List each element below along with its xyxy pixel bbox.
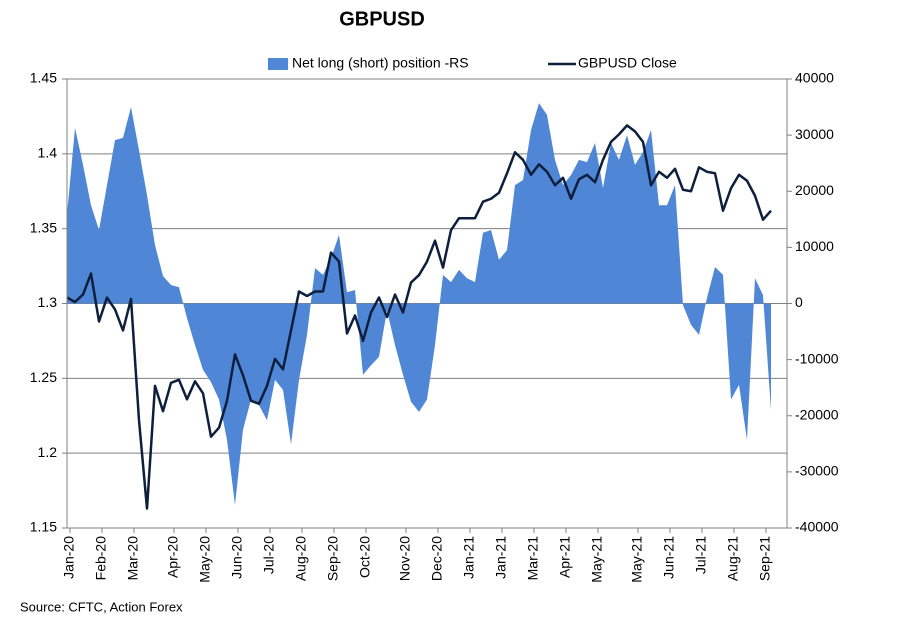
x-tick-label: May-21 — [629, 536, 645, 583]
x-tick-label: Mar-20 — [125, 536, 141, 581]
y2-tick-label: 10000 — [795, 238, 834, 254]
y-tick-label: 1.35 — [30, 219, 57, 235]
y2-tick-label: -20000 — [795, 406, 839, 422]
source-note: Source: CFTC, Action Forex — [20, 599, 183, 614]
y2-tick-label: 0 — [795, 294, 803, 310]
y-tick-label: 1.15 — [30, 519, 57, 535]
y-tick-label: 1.25 — [30, 369, 57, 385]
x-tick-label: Aug-21 — [725, 536, 741, 581]
y2-tick-label: 20000 — [795, 182, 834, 198]
x-tick-label: Jun-21 — [661, 536, 677, 579]
x-tick-label: May-20 — [197, 536, 213, 583]
y-tick-label: 1.4 — [38, 145, 58, 161]
legend-label: Net long (short) position -RS — [292, 55, 469, 71]
x-tick-label: Dec-20 — [429, 536, 445, 581]
legend-swatch — [268, 58, 288, 70]
x-tick-label: Sep-21 — [757, 536, 773, 581]
x-tick-label: Oct-20 — [357, 536, 373, 578]
x-tick-label: Jun-20 — [229, 536, 245, 579]
x-tick-label: Sep-20 — [325, 536, 341, 581]
x-tick-label: Feb-20 — [93, 536, 109, 581]
chart-title: GBPUSD — [339, 8, 425, 30]
x-tick-label: Aug-20 — [293, 536, 309, 581]
legend-label: GBPUSD Close — [578, 55, 677, 71]
area — [67, 103, 771, 505]
y2-tick-label: 40000 — [795, 70, 834, 86]
x-tick-label: Apr-20 — [165, 536, 181, 578]
x-tick-label: Jul-20 — [261, 536, 277, 574]
x-tick-label: Jan-21 — [461, 536, 477, 579]
x-tick-label: Jan-21 — [493, 536, 509, 579]
y-tick-label: 1.3 — [38, 294, 58, 310]
x-tick-label: Jul-21 — [693, 536, 709, 574]
y2-tick-label: 30000 — [795, 126, 834, 142]
x-tick-label: May-21 — [589, 536, 605, 583]
line — [66, 124, 772, 510]
y2-tick-label: -30000 — [795, 463, 839, 479]
x-tick-label: Jan-20 — [61, 536, 77, 579]
y-tick-label: 1.45 — [30, 70, 57, 86]
x-tick-label: Nov-20 — [397, 536, 413, 581]
x-tick-label: Apr-21 — [557, 536, 573, 578]
y-tick-label: 1.2 — [38, 444, 58, 460]
y2-tick-label: -10000 — [795, 350, 839, 366]
y2-tick-label: -40000 — [795, 519, 839, 535]
x-tick-label: Mar-21 — [525, 536, 541, 581]
